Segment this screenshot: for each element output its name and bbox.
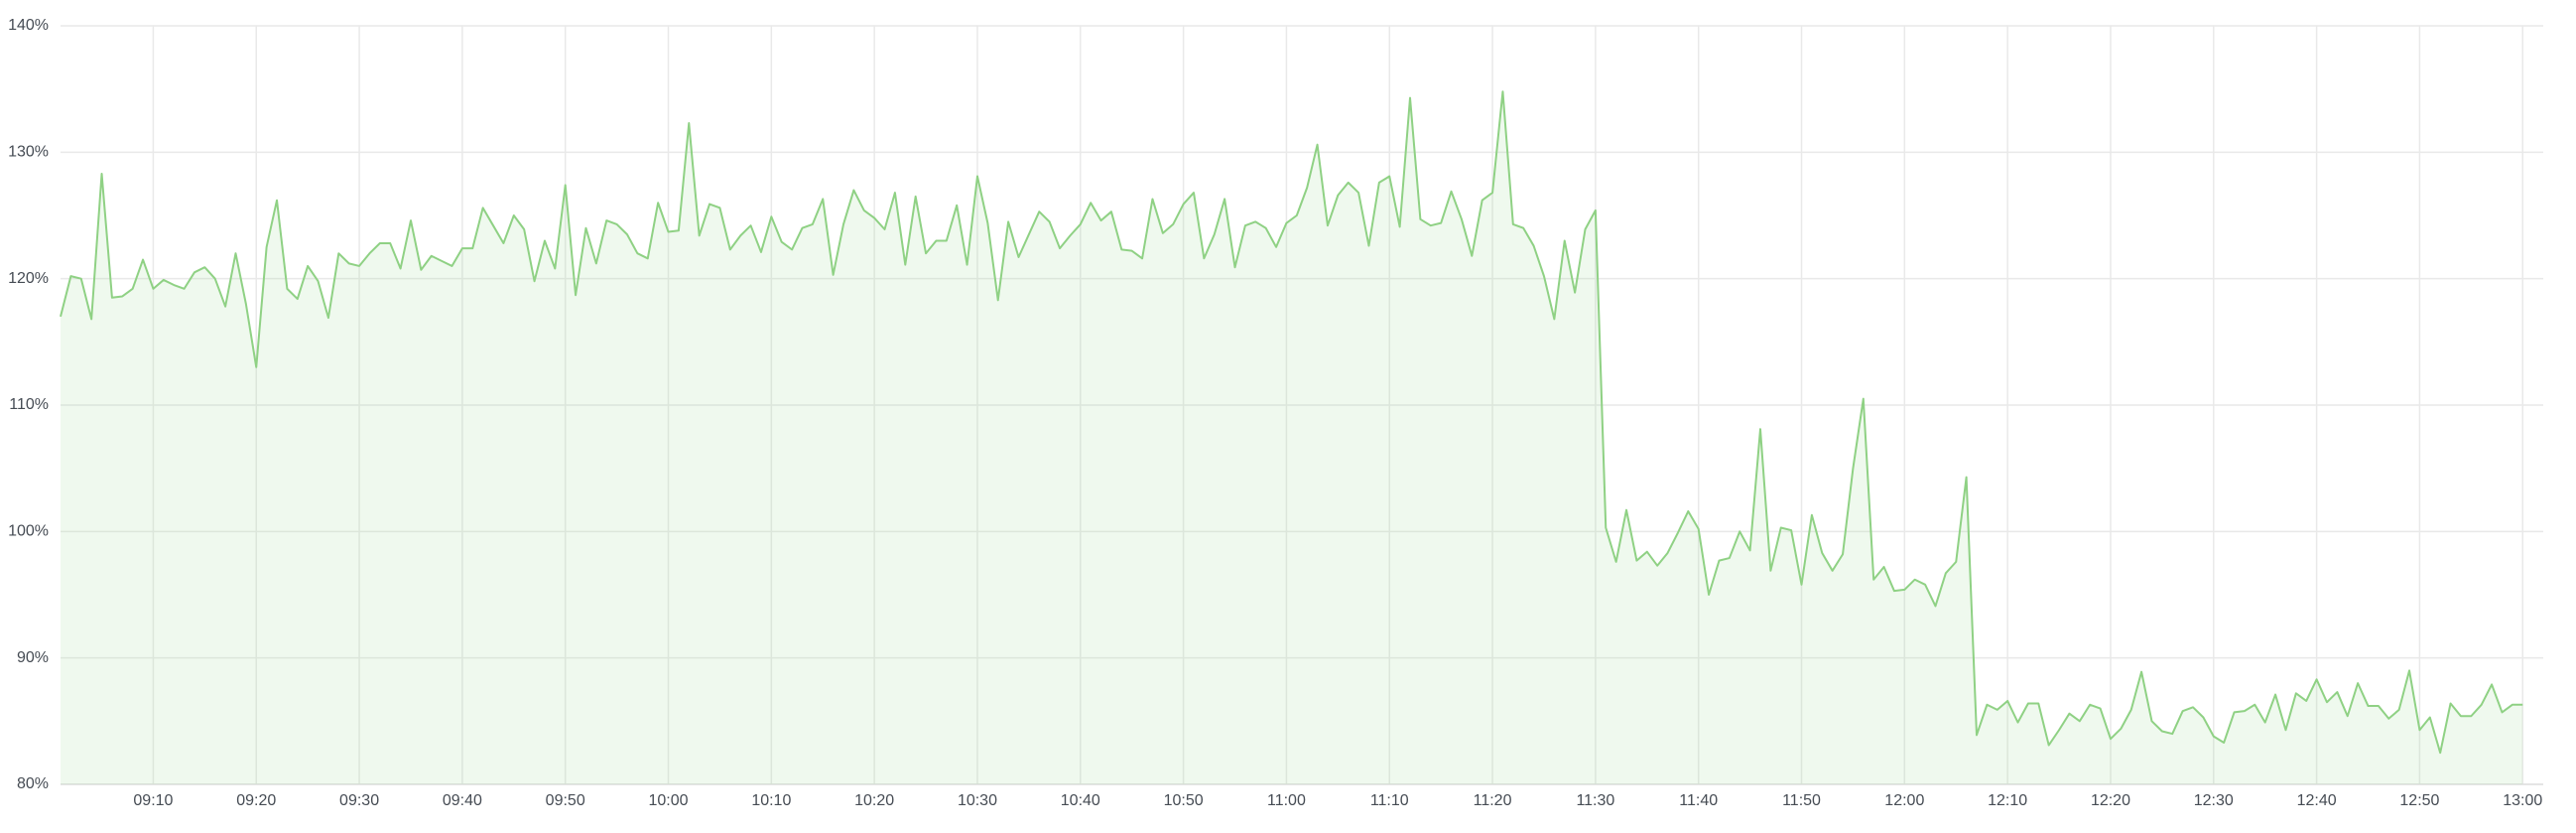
x-tick-label: 09:40 [443, 792, 482, 809]
y-tick-label: 90% [17, 649, 49, 666]
y-tick-label: 140% [8, 17, 49, 34]
x-tick-label: 10:10 [751, 792, 791, 809]
x-tick-label: 09:20 [236, 792, 276, 809]
y-tick-label: 80% [17, 775, 49, 792]
x-tick-label: 11:20 [1474, 792, 1512, 809]
x-tick-label: 09:10 [133, 792, 173, 809]
x-tick-label: 10:00 [648, 792, 688, 809]
x-tick-label: 13:00 [2503, 792, 2542, 809]
x-tick-label: 12:20 [2091, 792, 2130, 809]
x-tick-label: 10:20 [854, 792, 894, 809]
x-tick-label: 10:40 [1061, 792, 1100, 809]
series-line [60, 90, 2523, 755]
x-tick-label: 12:40 [2297, 792, 2337, 809]
x-tick-label: 11:10 [1370, 792, 1409, 809]
y-tick-label: 120% [8, 270, 49, 287]
x-tick-label: 11:30 [1576, 792, 1614, 809]
y-tick-label: 100% [8, 523, 49, 540]
x-tick-label: 12:30 [2194, 792, 2234, 809]
x-tick-label: 09:50 [546, 792, 585, 809]
x-tick-label: 11:00 [1267, 792, 1306, 809]
x-tick-label: 10:30 [958, 792, 997, 809]
x-tick-label: 10:50 [1164, 792, 1204, 809]
x-tick-label: 11:50 [1782, 792, 1821, 809]
x-tick-label: 12:10 [1988, 792, 2027, 809]
x-tick-label: 12:00 [1884, 792, 1924, 809]
x-tick-label: 11:40 [1679, 792, 1718, 809]
x-tick-label: 09:30 [339, 792, 379, 809]
y-tick-label: 110% [9, 396, 49, 413]
x-tick-label: 12:50 [2399, 792, 2439, 809]
area-fill [61, 91, 2523, 784]
y-tick-label: 130% [8, 144, 49, 161]
